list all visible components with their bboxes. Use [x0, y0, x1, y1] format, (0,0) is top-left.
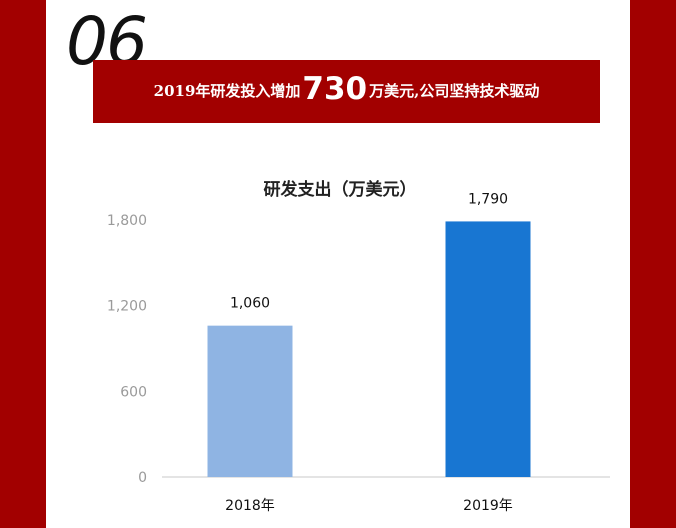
headline-suffix: 万美元,公司坚持技术驱动: [369, 82, 540, 100]
chart-title: 研发支出（万美元）: [263, 180, 417, 200]
data-label: 1,790: [468, 191, 508, 207]
y-tick-label: 1,200: [107, 299, 147, 315]
y-tick-label: 600: [120, 384, 147, 400]
y-tick-label: 1,800: [107, 213, 147, 229]
bar-2019: [445, 221, 531, 477]
headline-number: 730: [302, 71, 368, 107]
frame-left: [0, 0, 46, 528]
x-category-label: 2019年: [463, 498, 513, 514]
headline-prefix: 2019年研发投入增加: [153, 82, 301, 100]
headline-banner: 2019年研发投入增加 730 万美元,公司坚持技术驱动: [93, 60, 600, 123]
frame-right: [630, 0, 676, 528]
x-category-label: 2018年: [225, 498, 275, 514]
y-tick-label: 0: [138, 470, 147, 486]
bar-2018: [207, 325, 293, 477]
data-label: 1,060: [230, 296, 270, 312]
